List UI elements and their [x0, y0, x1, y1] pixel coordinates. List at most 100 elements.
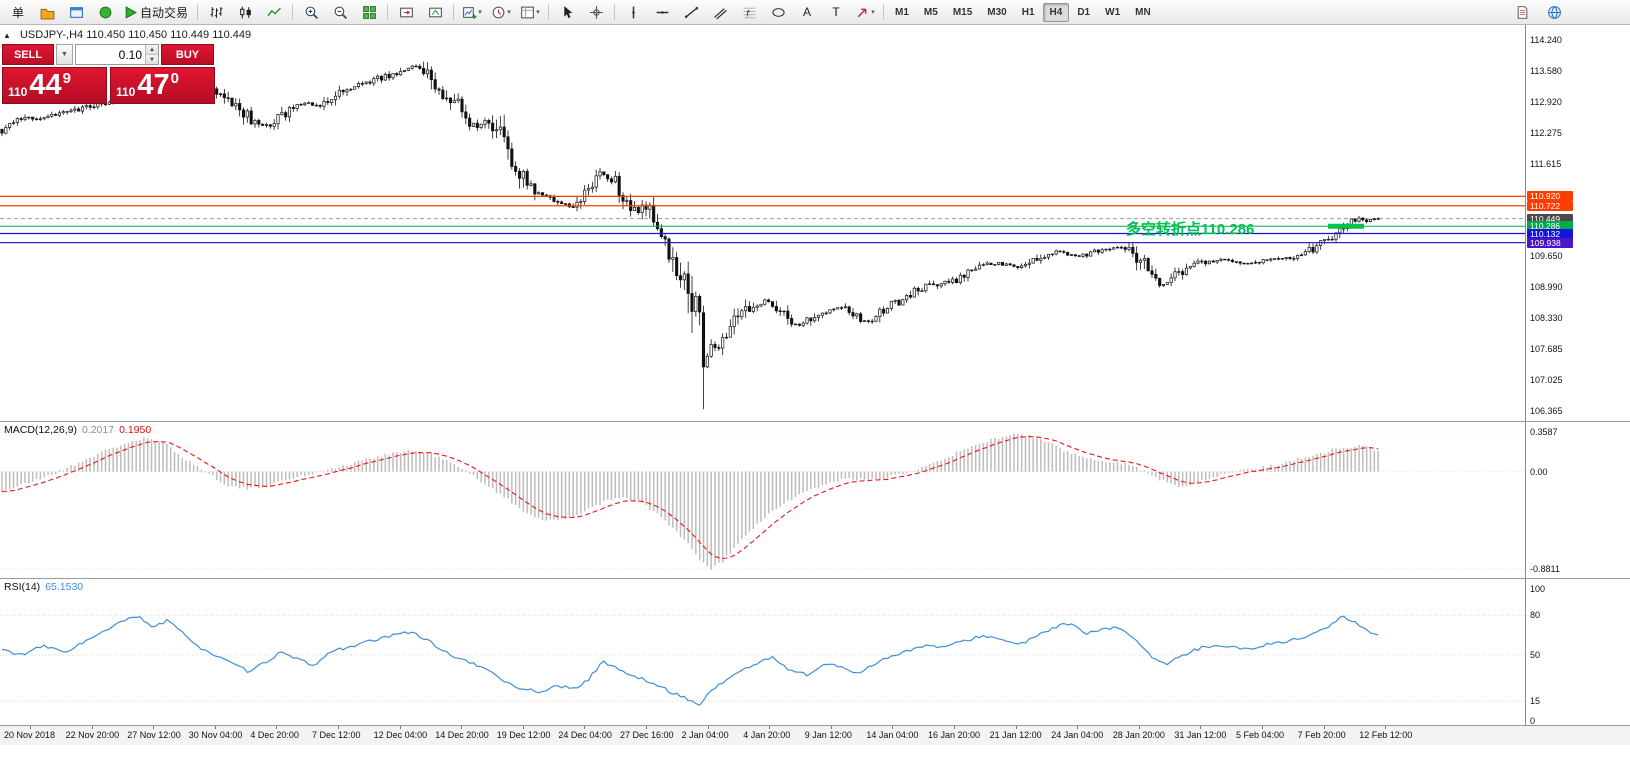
- zoom-out-button[interactable]: [326, 1, 354, 23]
- time-tick: [522, 726, 524, 729]
- price-tick: 109.650: [1530, 251, 1563, 262]
- timeframe-button-h1[interactable]: H1: [1021, 6, 1035, 18]
- macd-axis[interactable]: 0.3587 0.00 -0.8811: [1525, 422, 1630, 578]
- time-axis[interactable]: 20 Nov 2018 22 Nov 20:00 27 Nov 12:00 30 No…: [0, 725, 1630, 745]
- main-chart-plot[interactable]: ▲ USDJPY-,H4 110.450 110.450 110.449 110…: [0, 25, 1525, 421]
- document-button[interactable]: [1508, 1, 1536, 23]
- tile-windows-button[interactable]: [355, 1, 383, 23]
- main-chart-svg[interactable]: [0, 25, 1525, 421]
- toolbar-right-group: [1508, 1, 1568, 23]
- rsi-line: [1, 615, 1379, 706]
- auto-scroll-button[interactable]: [421, 1, 449, 23]
- price-tag-110.449: 110.449: [1527, 213, 1573, 224]
- time-label: 2 Jan 04:00: [681, 730, 729, 740]
- sell-button[interactable]: SELL: [2, 44, 54, 65]
- timeframe-button-w1[interactable]: W1: [1105, 6, 1121, 18]
- rsi-header: RSI(14) 65.1530: [4, 581, 83, 593]
- line-chart-button[interactable]: [260, 1, 288, 23]
- price-tick: 108.330: [1530, 313, 1563, 324]
- timeframe-button-m15[interactable]: M15: [952, 6, 973, 18]
- time-tick: [707, 726, 709, 729]
- macd-tick: 0.3587: [1530, 426, 1558, 437]
- order-type-dropdown[interactable]: ▼: [56, 44, 73, 65]
- zoom-in-button[interactable]: [297, 1, 325, 23]
- macd-plot[interactable]: MACD(12,26,9) 0.2017 0.1950: [0, 422, 1525, 578]
- volume-increase-button[interactable]: ▲: [146, 45, 158, 55]
- navigator-button[interactable]: [91, 1, 119, 23]
- timeframe-button-d1[interactable]: D1: [1077, 6, 1091, 18]
- chart-shift-button[interactable]: [392, 1, 420, 23]
- price-axis[interactable]: 114.240 113.580 112.920 112.275 111.615 109.6…: [1525, 25, 1630, 421]
- time-tick: [1323, 726, 1325, 729]
- arrows-button[interactable]: ▾: [851, 1, 879, 23]
- time-tick: [584, 726, 586, 729]
- timeframe-button-m30[interactable]: M30: [987, 6, 1007, 18]
- timeframe-button-mn[interactable]: MN: [1135, 6, 1151, 18]
- price-tag-110.132: 110.132: [1527, 228, 1573, 239]
- pivot-annotation[interactable]: 多空转折点110.286: [1126, 221, 1255, 238]
- toolbar-separator: [883, 4, 885, 20]
- timeframe-button-m1[interactable]: M1: [895, 6, 909, 18]
- price-tick: 113.580: [1530, 66, 1562, 77]
- macd-signal-value: 0.1950: [119, 424, 152, 436]
- rsi-plot[interactable]: RSI(14) 65.1530: [0, 579, 1525, 725]
- crosshair-button[interactable]: [582, 1, 610, 23]
- vertical-line-button[interactable]: [619, 1, 647, 23]
- new-chart-button[interactable]: ▾: [458, 1, 486, 23]
- price-tick: 112.920: [1530, 97, 1562, 108]
- globe-button[interactable]: [1540, 1, 1568, 23]
- rsi-svg[interactable]: [0, 579, 1525, 725]
- time-label: 14 Jan 04:00: [866, 730, 919, 740]
- one-click-controls-row: SELL ▼ ▲ ▼ BUY: [2, 44, 216, 65]
- time-tick: [399, 726, 401, 729]
- toolbar-separator: [197, 4, 199, 20]
- one-click-toggle[interactable]: ▲: [3, 31, 11, 40]
- new-order-button[interactable]: 单: [4, 1, 32, 23]
- time-label: 24 Dec 04:00: [558, 730, 612, 740]
- volume-decrease-button[interactable]: ▼: [146, 55, 158, 64]
- rsi-tick: 100: [1530, 584, 1546, 594]
- data-window-button[interactable]: [62, 1, 90, 23]
- bar-chart-button[interactable]: [202, 1, 230, 23]
- autotrading-button[interactable]: 自动交易: [120, 1, 193, 23]
- time-label: 27 Nov 12:00: [127, 730, 181, 740]
- periods-button[interactable]: ▾: [487, 1, 515, 23]
- macd-svg[interactable]: [0, 422, 1525, 578]
- price-tag-110.722: 110.722: [1527, 200, 1573, 211]
- one-click-trading-panel: SELL ▼ ▲ ▼ BUY 110 44 9: [2, 44, 216, 104]
- profiles-button[interactable]: [33, 1, 61, 23]
- buy-price-big: 47: [137, 69, 170, 101]
- text-label-button[interactable]: T: [822, 1, 850, 23]
- buy-button[interactable]: BUY: [161, 44, 214, 65]
- fibonacci-button[interactable]: f: [735, 1, 763, 23]
- buy-price-button[interactable]: 110 47 0: [110, 67, 215, 104]
- sell-price-button[interactable]: 110 44 9: [2, 67, 107, 104]
- time-label: 30 Nov 04:00: [188, 730, 243, 740]
- shapes-button[interactable]: [764, 1, 792, 23]
- toolbar-separator: [548, 4, 550, 20]
- timeframe-button-m5[interactable]: M5: [923, 6, 938, 18]
- templates-button[interactable]: ▾: [516, 1, 544, 23]
- text-button[interactable]: A: [793, 1, 821, 23]
- rsi-tick: 15: [1530, 696, 1541, 707]
- buy-price-sup: 0: [170, 70, 179, 87]
- price-tag-109.938: 109.938: [1527, 237, 1573, 248]
- cursor-button[interactable]: [553, 1, 581, 23]
- volume-field: ▲ ▼: [75, 44, 159, 65]
- svg-text:f: f: [746, 8, 750, 19]
- horizontal-line-button[interactable]: [648, 1, 676, 23]
- time-label: 4 Jan 20:00: [743, 730, 791, 740]
- volume-input[interactable]: [76, 45, 145, 64]
- sell-price-sup: 9: [62, 70, 71, 87]
- price-tick: 112.275: [1530, 127, 1562, 138]
- timeframe-button-h4[interactable]: H4: [1042, 2, 1070, 22]
- main-chart-panel: ▲ USDJPY-,H4 110.450 110.450 110.449 110…: [0, 25, 1630, 421]
- candlestick-chart-button[interactable]: [231, 1, 259, 23]
- time-label: 12 Feb 12:00: [1359, 730, 1413, 740]
- rsi-value: 65.1530: [45, 581, 84, 593]
- time-label: 31 Jan 12:00: [1174, 730, 1227, 740]
- trendline-button[interactable]: [677, 1, 705, 23]
- price-tag-110.920: 110.920: [1527, 191, 1573, 202]
- time-tick: [338, 726, 339, 729]
- channel-button[interactable]: [706, 1, 734, 23]
